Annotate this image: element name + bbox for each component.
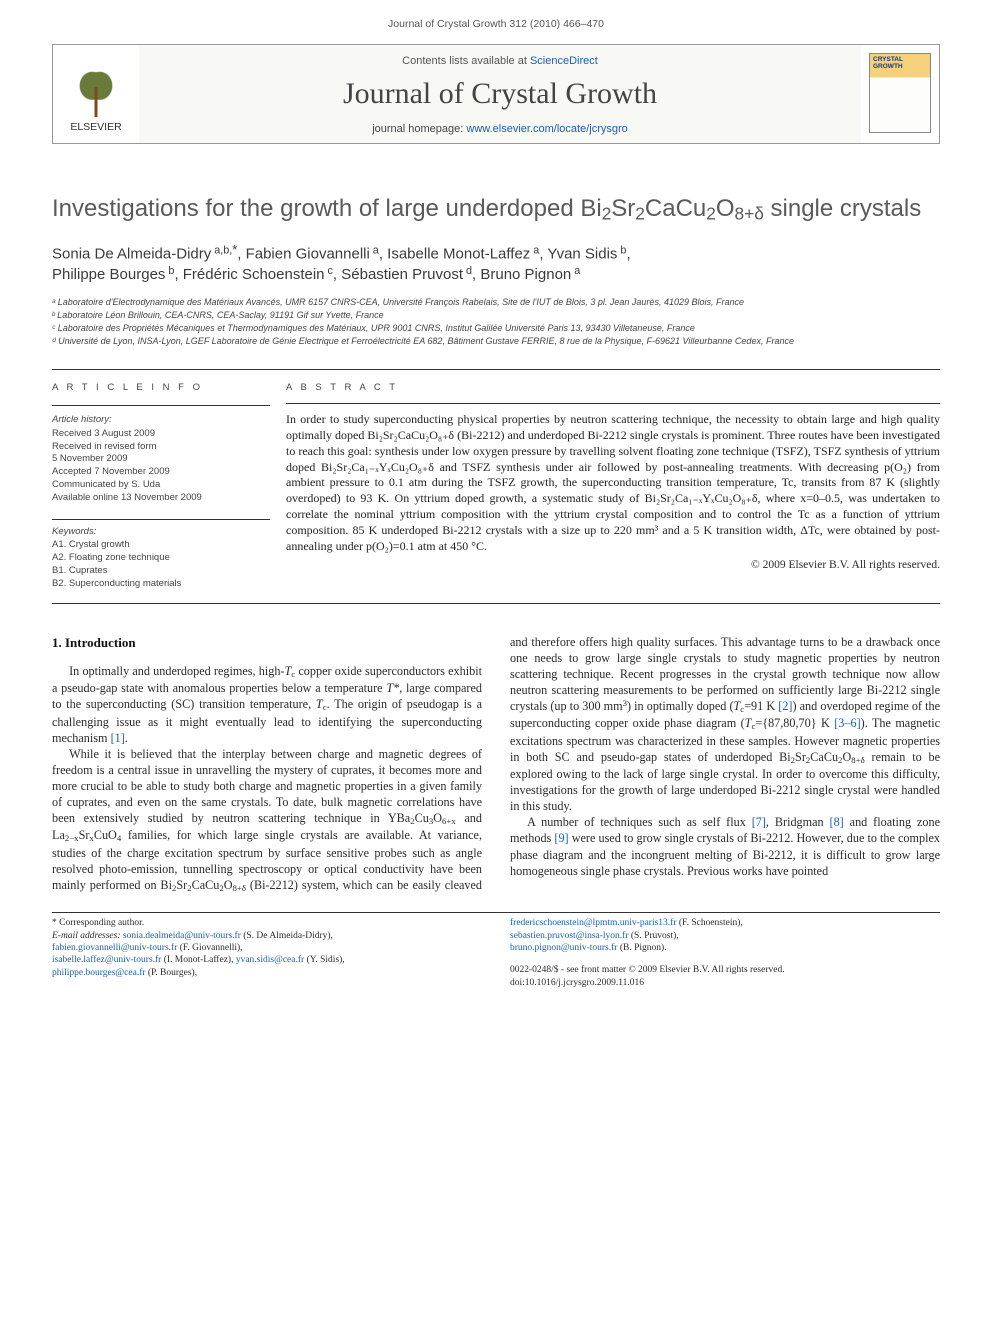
keyword: A2. Floating zone technique xyxy=(52,552,270,565)
journal-masthead: ELSEVIER Contents lists available at Sci… xyxy=(52,44,940,144)
doi-block: 0022-0248/$ - see front matter © 2009 El… xyxy=(510,964,940,989)
email-link[interactable]: philippe.bourges@cea.fr xyxy=(52,968,146,978)
abstract: A B S T R A C T In order to study superc… xyxy=(286,370,940,603)
email-who: (F. Giovannelli), xyxy=(180,943,243,953)
article-body: 1. Introduction In optimally and underdo… xyxy=(52,634,940,895)
sciencedirect-link[interactable]: ScienceDirect xyxy=(530,55,598,67)
cover-thumbnail-label: CRYSTAL GROWTH xyxy=(873,57,927,70)
doi-line: doi:10.1016/j.jcrysgro.2009.11.016 xyxy=(510,977,940,989)
article-info: A R T I C L E I N F O Article history: R… xyxy=(52,370,286,603)
issn-line: 0022-0248/$ - see front matter © 2009 El… xyxy=(510,964,940,976)
author-list: Sonia De Almeida-Didry a,b,*, Fabien Gio… xyxy=(52,241,940,286)
abstract-body: In order to study superconducting physic… xyxy=(286,412,940,554)
keyword: A1. Crystal growth xyxy=(52,539,270,552)
email-who: (P. Bourges), xyxy=(148,968,197,978)
abstract-heading: A B S T R A C T xyxy=(286,382,940,393)
keyword: B2. Superconducting materials xyxy=(52,578,270,591)
history-line: Received in revised form xyxy=(52,441,270,454)
affiliation-a: ᵃ Laboratoire d'Electrodynamique des Mat… xyxy=(52,296,940,308)
body-paragraph: In optimally and underdoped regimes, hig… xyxy=(52,663,482,746)
history-title: Article history: xyxy=(52,414,270,427)
journal-homepage-link[interactable]: www.elsevier.com/locate/jcrysgro xyxy=(466,123,627,135)
email-link[interactable]: bruno.pignon@univ-tours.fr xyxy=(510,943,617,953)
affiliation-list: ᵃ Laboratoire d'Electrodynamique des Mat… xyxy=(52,296,940,348)
citation-link[interactable]: [9] xyxy=(554,831,568,845)
email-who: (S. Pruvost), xyxy=(631,931,679,941)
email-who: (F. Schoenstein), xyxy=(679,918,743,928)
history-line: Available online 13 November 2009 xyxy=(52,492,270,505)
email-link[interactable]: yvan.sidis@cea.fr xyxy=(236,955,304,965)
masthead-center: Contents lists available at ScienceDirec… xyxy=(139,45,861,143)
article-title: Investigations for the growth of large u… xyxy=(52,194,940,225)
journal-homepage-line: journal homepage: www.elsevier.com/locat… xyxy=(147,123,853,135)
publisher-logo-block: ELSEVIER xyxy=(53,45,139,143)
cover-thumbnail-block: CRYSTAL GROWTH xyxy=(861,45,939,143)
history-line: Communicated by S. Uda xyxy=(52,479,270,492)
email-link[interactable]: isabelle.laffez@univ-tours.fr xyxy=(52,955,161,965)
info-abstract-block: A R T I C L E I N F O Article history: R… xyxy=(52,369,940,604)
citation-link[interactable]: [7] xyxy=(752,815,766,829)
citation-link[interactable]: [3–6] xyxy=(834,716,860,730)
publisher-name: ELSEVIER xyxy=(70,121,121,133)
journal-title: Journal of Crystal Growth xyxy=(147,77,853,111)
star-icon: * xyxy=(52,918,57,928)
email-link[interactable]: sonia.dealmeida@univ-tours.fr xyxy=(123,931,241,941)
affiliation-b: ᵇ Laboratoire Léon Brillouin, CEA-CNRS, … xyxy=(52,309,940,321)
citation-link[interactable]: [2] xyxy=(778,699,792,713)
email-who: (S. De Almeida-Didry), xyxy=(243,931,333,941)
email-who: (I. Monot-Laffez), xyxy=(164,955,234,965)
title-text-part1: Investigations for the growth of large u… xyxy=(52,195,602,222)
section-heading: 1. Introduction xyxy=(52,634,482,651)
email-link[interactable]: sebastien.pruvost@insa-lyon.fr xyxy=(510,931,629,941)
history-line: Accepted 7 November 2009 xyxy=(52,466,270,479)
affiliation-d: ᵈ Université de Lyon, INSA-Lyon, LGEF La… xyxy=(52,335,940,347)
citation-link[interactable]: [1] xyxy=(111,731,125,745)
email-link[interactable]: fabien.giovannelli@univ-tours.fr xyxy=(52,943,177,953)
keywords-title: Keywords: xyxy=(52,526,270,539)
history-line: Received 3 August 2009 xyxy=(52,428,270,441)
sd-prefix: Contents lists available at xyxy=(402,55,530,67)
sciencedirect-line: Contents lists available at ScienceDirec… xyxy=(147,55,853,67)
article-info-heading: A R T I C L E I N F O xyxy=(52,382,270,395)
home-prefix: journal homepage: xyxy=(372,123,466,135)
email-who: (B. Pignon). xyxy=(620,943,667,953)
running-head: Journal of Crystal Growth 312 (2010) 466… xyxy=(52,18,940,30)
cover-thumbnail-icon: CRYSTAL GROWTH xyxy=(869,53,931,133)
body-paragraph: A number of techniques such as self flux… xyxy=(510,814,940,878)
corresponding-author: * Corresponding author. xyxy=(52,917,482,929)
history-line: 5 November 2009 xyxy=(52,453,270,466)
affiliation-c: ᶜ Laboratoire des Propriétés Mécaniques … xyxy=(52,322,940,334)
footnotes: * Corresponding author. E-mail addresses… xyxy=(52,912,940,989)
citation-link[interactable]: [8] xyxy=(830,815,844,829)
elsevier-tree-icon xyxy=(72,65,120,117)
email-link[interactable]: fredericschoenstein@lpmtm.univ-paris13.f… xyxy=(510,918,677,928)
keyword: B1. Cuprates xyxy=(52,565,270,578)
email-who: (Y. Sidis), xyxy=(307,955,345,965)
email-label: E-mail addresses: xyxy=(52,931,121,941)
abstract-copyright: © 2009 Elsevier B.V. All rights reserved… xyxy=(286,559,940,571)
